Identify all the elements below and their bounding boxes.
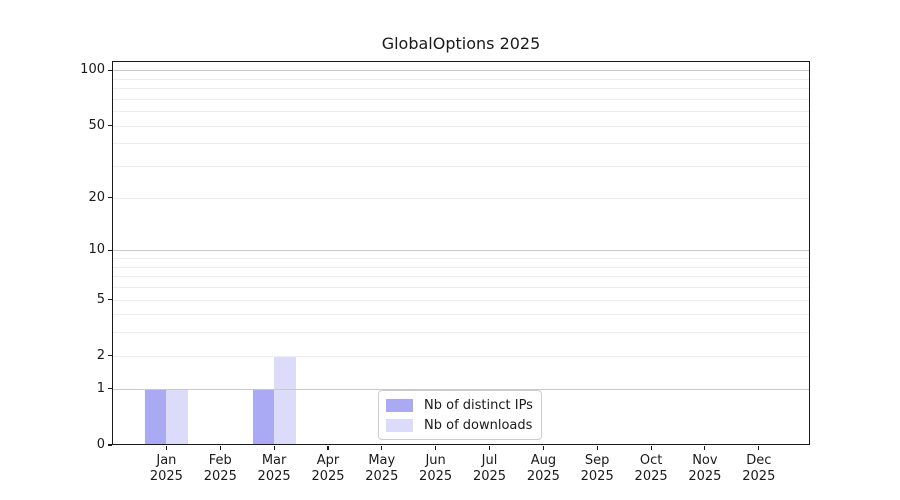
bar	[166, 388, 188, 445]
y-tick-label: 10	[88, 242, 105, 258]
gridline-major	[112, 70, 810, 72]
x-tick-mark	[650, 445, 652, 450]
gridline-minor	[112, 166, 810, 168]
legend: Nb of distinct IPs Nb of downloads	[378, 390, 542, 440]
x-tick-label: Feb 2025	[203, 453, 237, 484]
gridline-minor	[112, 314, 810, 316]
gridline-minor	[112, 197, 810, 199]
bar	[144, 388, 167, 445]
x-tick-mark	[435, 445, 437, 450]
x-tick-label: Aug 2025	[526, 453, 560, 484]
y-tick-label: 50	[88, 117, 105, 133]
y-tick-label: 5	[96, 291, 105, 307]
bars-layer	[112, 61, 810, 445]
y-tick-mark	[107, 249, 112, 251]
y-tick-mark	[107, 388, 112, 390]
y-tick-mark	[107, 125, 112, 127]
gridline-minor	[112, 355, 810, 357]
chart-title: GlobalOptions 2025	[381, 34, 541, 53]
x-tick-label: May 2025	[365, 453, 399, 484]
x-tick-mark	[165, 445, 167, 450]
gridline-minor	[112, 98, 810, 100]
y-tick-mark	[107, 69, 112, 71]
x-tick-label: Dec 2025	[742, 453, 776, 484]
y-tick-mark	[107, 355, 112, 357]
x-tick-label: Jul 2025	[472, 453, 507, 484]
y-tick-mark	[107, 444, 112, 446]
gridline-major	[112, 388, 810, 390]
gridline-minor	[112, 78, 810, 80]
gridline-minor	[112, 299, 810, 301]
grid-layer	[112, 61, 810, 445]
x-tick-label: Apr 2025	[311, 453, 345, 484]
gridline-minor	[112, 287, 810, 288]
x-tick-mark	[704, 445, 706, 450]
gridline-minor	[112, 143, 810, 145]
legend-entry: Nb of downloads	[379, 415, 541, 435]
y-tick-label: 100	[80, 62, 105, 78]
legend-swatch	[386, 418, 413, 432]
x-tick-label: Nov 2025	[688, 453, 722, 484]
gridline-minor	[112, 266, 810, 268]
y-tick-mark	[107, 298, 112, 301]
gridline-minor	[112, 258, 810, 259]
gridline-major	[112, 250, 810, 252]
x-tick-label: Mar 2025	[257, 453, 291, 484]
x-tick-mark	[758, 445, 760, 450]
legend-swatch	[386, 398, 413, 412]
bar	[274, 355, 296, 445]
x-tick-label: Sep 2025	[580, 453, 614, 484]
y-tick-label: 0	[96, 437, 105, 452]
x-tick-mark	[596, 445, 598, 450]
x-tick-label: Jun 2025	[419, 453, 453, 484]
legend-entry: Nb of distinct IPs	[379, 395, 541, 415]
x-tick-mark	[273, 445, 275, 450]
x-tick-mark	[542, 445, 544, 450]
y-tick-label: 20	[88, 189, 105, 205]
x-tick-label: Jan 2025	[149, 453, 183, 484]
y-tick-mark	[107, 197, 112, 199]
gridline-minor	[112, 276, 810, 278]
bar	[252, 388, 275, 445]
x-tick-mark	[327, 445, 329, 450]
x-tick-mark	[488, 445, 491, 450]
x-tick-mark	[381, 445, 383, 450]
x-tick-mark	[219, 445, 221, 450]
gridline-minor	[112, 125, 810, 127]
legend-label: Nb of downloads	[424, 417, 533, 433]
gridline-minor	[112, 111, 810, 113]
gridline-minor	[112, 332, 810, 334]
legend-label: Nb of distinct IPs	[424, 397, 533, 413]
plot-area	[112, 61, 810, 445]
y-tick-label: 2	[96, 347, 105, 363]
gridline-minor	[112, 88, 810, 90]
y-tick-label: 1	[96, 380, 105, 396]
x-tick-label: Oct 2025	[634, 453, 668, 484]
